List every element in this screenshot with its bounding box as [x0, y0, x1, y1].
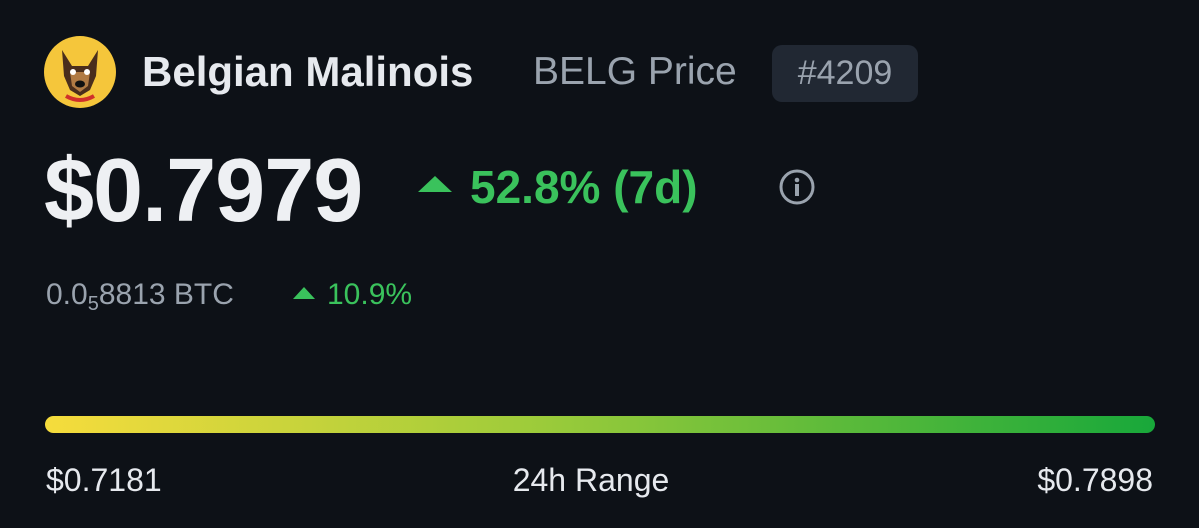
range-high: $0.7898	[1037, 462, 1153, 498]
price: $0.7979	[44, 141, 363, 241]
coin-name: Belgian Malinois	[142, 48, 474, 95]
up-arrow	[418, 176, 452, 192]
range-bar	[45, 416, 1155, 433]
btc-rest: 8813 BTC	[98, 278, 234, 311]
up-arrow	[293, 287, 315, 299]
coin-symbol: BELG Price	[533, 50, 737, 93]
btc-zeros: 5	[87, 293, 99, 315]
btc-prefix: 0.0	[46, 278, 88, 311]
btc-change: 10.9%	[327, 278, 413, 311]
price-change: 52.8% (7d)	[470, 161, 698, 213]
coin-icon	[44, 36, 116, 108]
btc-price: 0.058813 BTC	[46, 278, 234, 316]
info-icon[interactable]	[778, 168, 816, 206]
range-low: $0.7181	[46, 462, 162, 498]
range-label: 24h Range	[512, 462, 670, 498]
rank-badge: #4209	[772, 45, 918, 102]
